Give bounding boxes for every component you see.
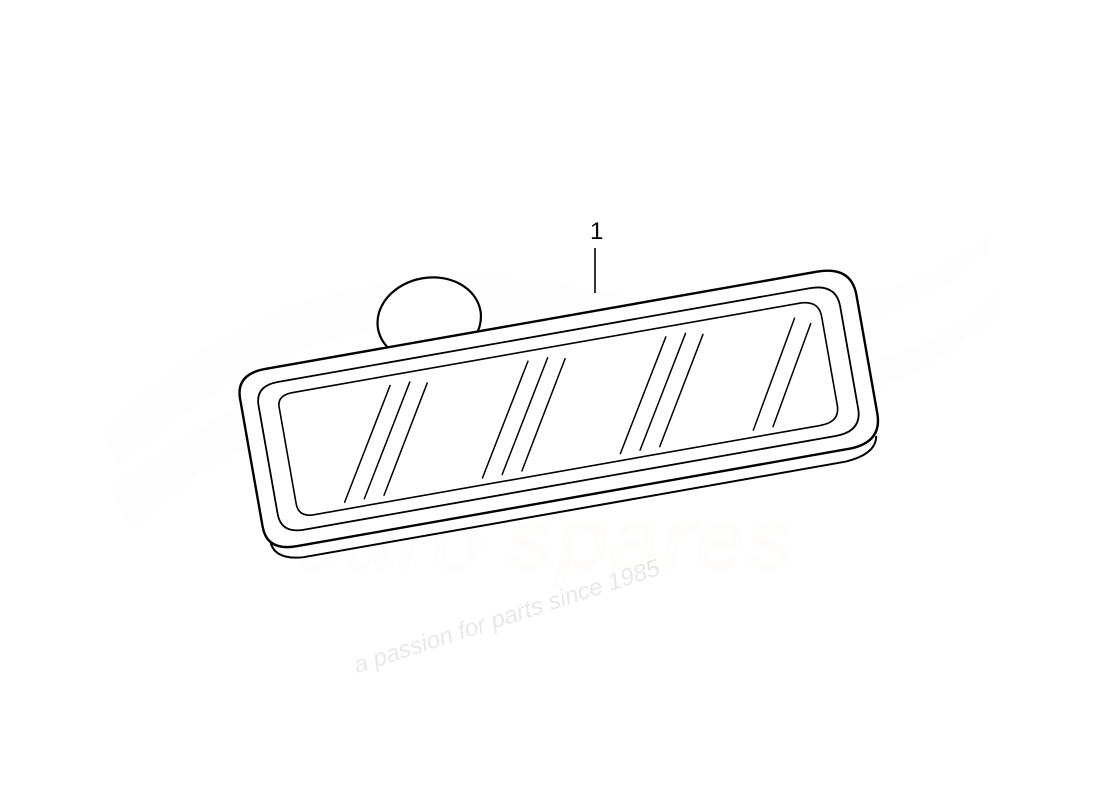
- diagram-canvas: euro spares a passion for parts since 19…: [0, 0, 1100, 800]
- mirror-diagram: [0, 0, 1100, 800]
- callout-label-1: 1: [590, 218, 603, 246]
- callout-1-text: 1: [590, 218, 603, 245]
